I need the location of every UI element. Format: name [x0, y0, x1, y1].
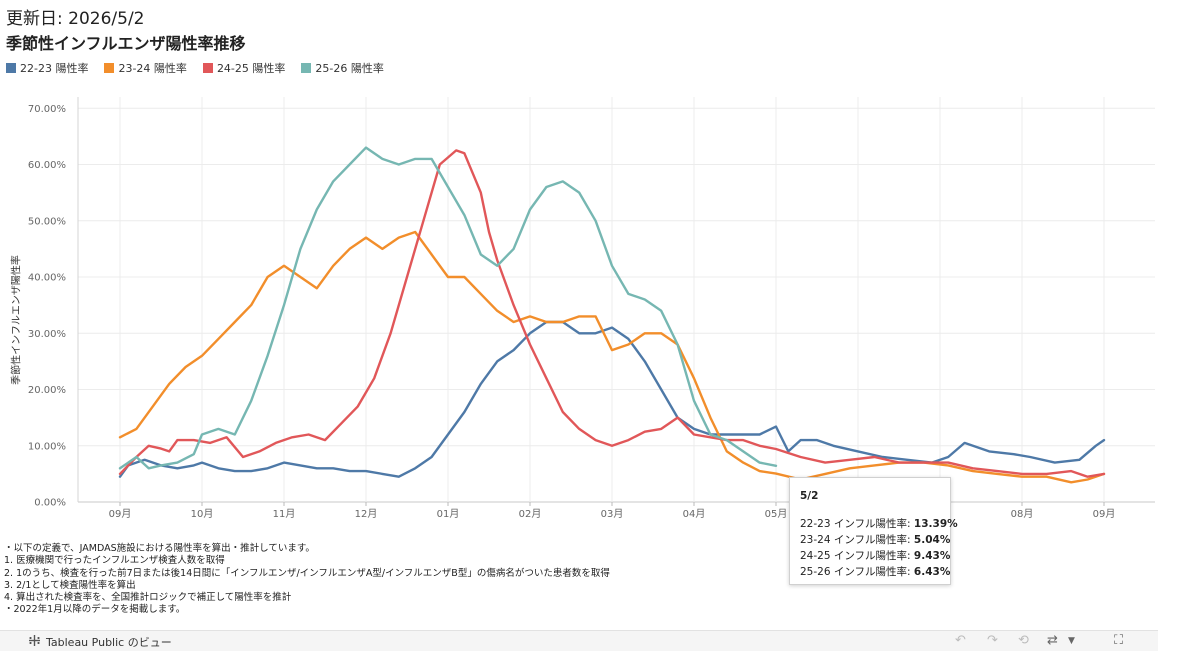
x-tick-label: 08月 — [1011, 508, 1034, 520]
tooltip-row-24-25: 24-25 インフル陽性率: 9.43% — [800, 548, 950, 563]
x-tick-label: 04月 — [683, 508, 706, 520]
y-tick-label: 40.00% — [28, 273, 66, 284]
x-tick-label: 11月 — [273, 508, 296, 520]
legend-item-23-24[interactable]: 23-24 陽性率 — [104, 60, 187, 76]
tableau-public-link[interactable]: Tableau Public のビュー — [28, 634, 172, 650]
undo-icon[interactable]: ↶ — [955, 633, 966, 648]
y-tick-label: 10.00% — [28, 441, 66, 452]
x-tick-label: 10月 — [191, 508, 214, 520]
legend-swatch-25-26 — [301, 63, 312, 73]
y-tick-label: 60.00% — [28, 160, 66, 171]
dropdown-icon[interactable]: ▼ — [1068, 636, 1075, 646]
legend-label-22-23: 22-23 陽性率 — [20, 62, 89, 75]
line-chart[interactable]: 0.00% 10.00% 20.00% 30.00% 40.00% 50.00% 60.00… — [0, 0, 1200, 540]
x-tick-label: 05月 — [765, 508, 788, 520]
legend-item-22-23[interactable]: 22-23 陽性率 — [6, 60, 88, 76]
tooltip-label: 22-23 インフル陽性率: — [800, 518, 911, 530]
tooltip-date: 5/2 — [800, 490, 819, 502]
note-line: 2. 1のうち、検査を行った前7日または後14日間に「インフルエンザ/インフルエ… — [4, 567, 610, 579]
x-tick-label: 09月 — [109, 508, 132, 520]
note-line: 1. 医療機関で行ったインフルエンザ検査人数を取得 — [4, 555, 225, 567]
legend-item-25-26[interactable]: 25-26 陽性率 — [301, 60, 384, 76]
legend-swatch-22-23 — [6, 63, 16, 73]
note-line: 4. 算出された検査率を、全国推計ロジックで補正して陽性率を推計 — [4, 592, 292, 604]
tooltip-value: 9.43% — [913, 550, 951, 562]
tableau-public-label: Tableau Public のビュー — [46, 636, 172, 649]
tooltip-label: 23-24 インフル陽性率: — [800, 534, 911, 546]
fullscreen-icon[interactable]: ⛶ — [1114, 633, 1124, 648]
updated-date: 更新日: 2026/5/2 — [6, 9, 145, 29]
y-tick-label: 30.00% — [28, 329, 66, 340]
legend-label-23-24: 23-24 陽性率 — [118, 62, 187, 75]
note-line: ・2022年1月以降のデータを掲載します。 — [4, 604, 186, 616]
x-tick-label: 09月 — [1093, 508, 1116, 520]
note-line: ・以下の定義で、JAMDAS施設における陽性率を算出・推計しています。 — [4, 543, 315, 554]
legend-swatch-23-24 — [104, 63, 115, 73]
notes: ・以下の定義で、JAMDAS施設における陽性率を算出・推計しています。 1. 医… — [4, 543, 610, 617]
note-line: 3. 2/1として検査陽性率を算出 — [4, 579, 136, 591]
tooltip-value: 6.43% — [913, 566, 951, 578]
x-tick-label: 12月 — [355, 508, 378, 520]
series-line-22-23 — [118, 320, 1106, 478]
tableau-logo-icon — [28, 634, 41, 650]
tooltip-row-25-26: 25-26 インフル陽性率: 6.43% — [800, 564, 950, 579]
page-title: 季節性インフルエンザ陽性率推移 — [6, 34, 246, 53]
y-tick-label: 0.00% — [34, 498, 66, 509]
x-tick-label: 03月 — [601, 508, 624, 520]
y-tick-label: 20.00% — [28, 385, 66, 396]
legend-label-25-26: 25-26 陽性率 — [315, 62, 384, 75]
legend-swatch-24-25 — [202, 63, 213, 73]
tooltip-row-22-23: 22-23 インフル陽性率: 13.39% — [800, 516, 958, 531]
tooltip-row-23-24: 23-24 インフル陽性率: 5.04% — [800, 532, 950, 547]
share-icon[interactable]: ⇄ — [1047, 633, 1058, 648]
y-tick-label: 50.00% — [28, 216, 66, 227]
tooltip-label: 25-26 インフル陽性率: — [800, 566, 911, 578]
tooltip-label: 24-25 インフル陽性率: — [800, 550, 911, 562]
tooltip-value: 13.39% — [913, 518, 958, 530]
y-tick-label: 70.00% — [28, 104, 66, 115]
legend-item-24-25[interactable]: 24-25 陽性率 — [202, 60, 286, 76]
legend[interactable]: 22-23 陽性率 23-24 陽性率 24-25 陽性率 25-26 陽性率 — [6, 60, 384, 76]
series-line-24-25 — [118, 149, 1106, 478]
legend-label-24-25: 24-25 陽性率 — [216, 62, 286, 75]
redo-icon[interactable]: ↷ — [987, 633, 998, 648]
x-tick-label: 01月 — [437, 508, 460, 520]
x-tick-label: 02月 — [519, 508, 542, 520]
tooltip-value: 5.04% — [913, 534, 951, 546]
revert-icon[interactable]: ⟲ — [1018, 633, 1029, 648]
series-line-25-26 — [118, 146, 778, 470]
tableau-toolbar: Tableau Public のビュー ↶ ↷ ⟲ ⇄ ▼ ⛶ — [0, 630, 1158, 651]
hover-tooltip: 5/2 22-23 インフル陽性率: 13.39% 23-24 インフル陽性率:… — [789, 477, 958, 585]
